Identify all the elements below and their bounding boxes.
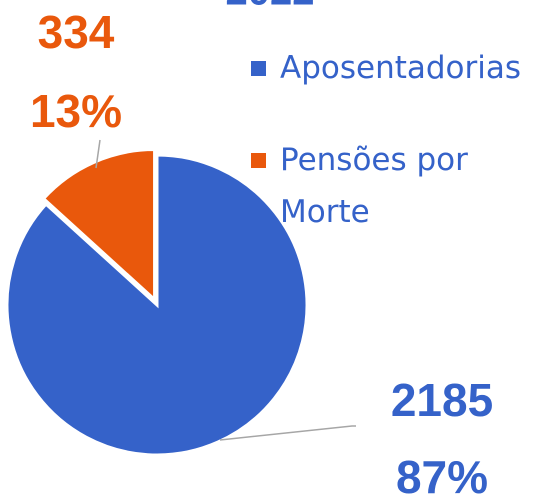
legend-swatch	[251, 153, 266, 168]
chart-title: 2022	[226, 0, 315, 14]
data-label: 2185	[391, 374, 493, 426]
leader-line	[219, 425, 356, 441]
data-label: 13%	[30, 85, 122, 137]
legend-swatch	[251, 61, 266, 76]
pie-slice	[41, 148, 157, 303]
data-label: 87%	[396, 451, 488, 503]
legend-label: Pensões por Morte	[280, 142, 468, 230]
leader-line	[95, 139, 101, 169]
data-label: 334	[38, 6, 115, 58]
pie-slice	[5, 153, 309, 457]
legend-label: Aposentadorias	[280, 50, 522, 86]
